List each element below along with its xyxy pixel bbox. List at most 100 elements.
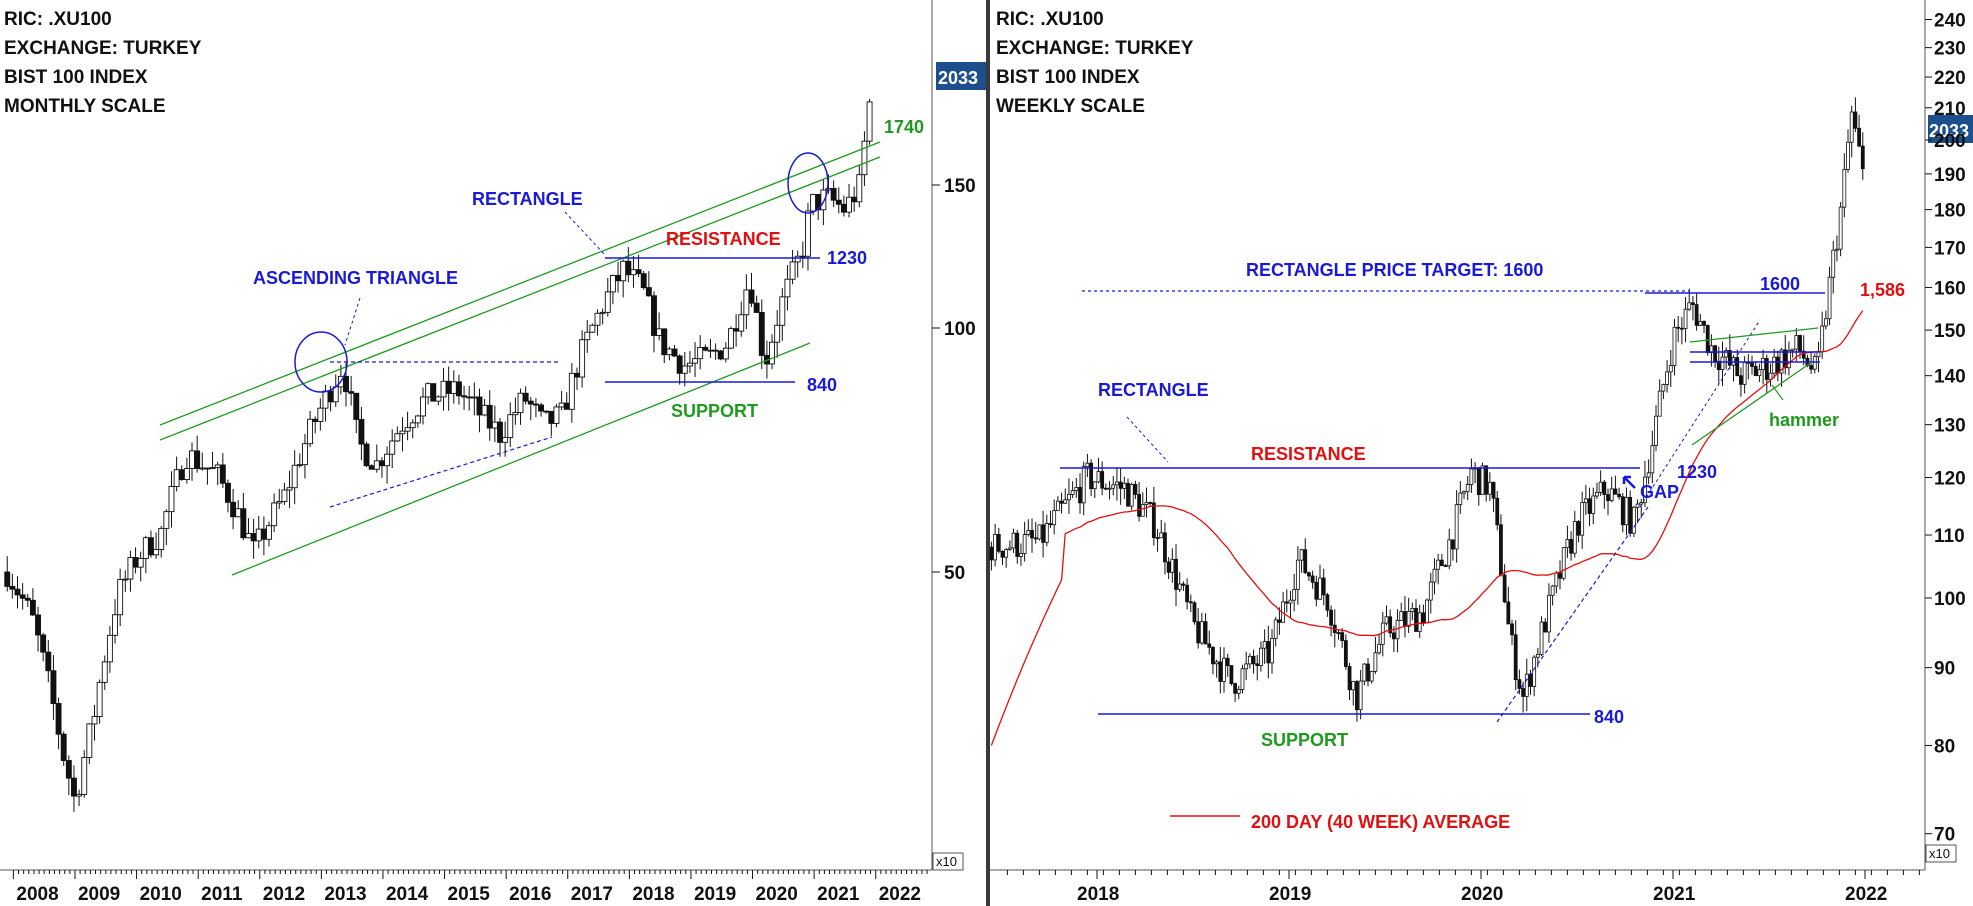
right-subtitle-1: EXCHANGE: TURKEY bbox=[996, 38, 1194, 59]
monthly-candle bbox=[805, 210, 811, 257]
weekly-candle bbox=[1517, 679, 1522, 689]
price-target-label: RECTANGLE PRICE TARGET: 1600 bbox=[1246, 260, 1543, 280]
weekly-candle bbox=[1089, 462, 1093, 490]
weekly-candle bbox=[1790, 348, 1795, 351]
monthly-candle bbox=[502, 437, 509, 443]
monthly-candle bbox=[55, 703, 62, 735]
gap-arrow-icon bbox=[1622, 475, 1636, 489]
monthly-candle bbox=[543, 410, 550, 413]
weekly-candle bbox=[1299, 549, 1304, 561]
rectangle-pointer-weekly bbox=[1126, 416, 1169, 463]
monthly-candle bbox=[76, 793, 83, 797]
monthly-candle bbox=[168, 486, 175, 513]
weekly-candle bbox=[1292, 589, 1297, 601]
monthly-candle bbox=[455, 381, 462, 397]
monthly-candle bbox=[651, 295, 657, 336]
left-title: RIC: .XU100 bbox=[4, 9, 112, 30]
monthly-candle bbox=[291, 464, 298, 489]
monthly-candle bbox=[769, 341, 775, 365]
y-tick-50: 50 bbox=[944, 563, 965, 584]
weekly-candle bbox=[1244, 663, 1249, 670]
level-1740-label: 1740 bbox=[884, 117, 924, 137]
weekly-candle bbox=[1369, 670, 1374, 682]
y-tick-90: 90 bbox=[1934, 659, 1955, 680]
weekly-candle bbox=[1469, 468, 1474, 485]
panel-divider bbox=[986, 0, 990, 906]
weekly-candle bbox=[1665, 371, 1669, 385]
monthly-candle bbox=[579, 339, 586, 378]
monthly-candle bbox=[615, 275, 622, 282]
monthly-candle bbox=[9, 585, 16, 590]
weekly-candle bbox=[1764, 358, 1769, 380]
monthly-candle bbox=[830, 187, 837, 201]
monthly-candle bbox=[681, 365, 688, 374]
weekly-candle bbox=[1613, 488, 1618, 495]
monthly-candle bbox=[14, 588, 21, 596]
monthly-candle bbox=[810, 193, 817, 212]
monthly-candle bbox=[250, 533, 257, 542]
weekly-candle bbox=[1580, 502, 1585, 536]
weekly-candle bbox=[1798, 335, 1802, 352]
weekly-candle bbox=[1842, 168, 1847, 208]
y-tick-240: 240 bbox=[1934, 11, 1966, 32]
weekly-candle bbox=[1691, 302, 1695, 305]
triangle-green-upper bbox=[1689, 327, 1819, 343]
monthly-candle bbox=[245, 533, 252, 539]
monthly-candle bbox=[435, 396, 442, 402]
weekly-candle bbox=[1373, 652, 1378, 672]
weekly-candle bbox=[1576, 521, 1581, 536]
monthly-candle bbox=[625, 260, 632, 276]
monthly-candle bbox=[137, 558, 144, 568]
weekly-candle bbox=[1340, 632, 1345, 642]
monthly-candle bbox=[332, 386, 339, 403]
monthly-candle bbox=[620, 260, 627, 282]
weekly-candle bbox=[1495, 497, 1500, 526]
weekly-candle bbox=[1030, 530, 1034, 539]
monthly-candle bbox=[481, 404, 488, 416]
right-subtitle-3: WEEKLY SCALE bbox=[996, 96, 1145, 117]
monthly-candle bbox=[343, 375, 349, 393]
monthly-candle bbox=[158, 527, 165, 550]
weekly-candle bbox=[1144, 502, 1149, 506]
y-tick-170: 170 bbox=[1934, 238, 1966, 259]
monthly-candle bbox=[106, 634, 113, 663]
monthly-candle bbox=[173, 469, 180, 488]
monthly-candle bbox=[281, 489, 288, 502]
weekly-candle bbox=[1702, 321, 1706, 326]
x-tick-2021: 2021 bbox=[817, 884, 860, 905]
monthly-candle bbox=[394, 433, 401, 442]
weekly-candle bbox=[1761, 358, 1765, 370]
weekly-candle bbox=[1259, 647, 1263, 667]
y-tick-100: 100 bbox=[1934, 589, 1966, 610]
monthly-candle bbox=[692, 358, 698, 364]
weekly-candle bbox=[1628, 496, 1633, 534]
weekly-candle bbox=[1617, 493, 1621, 498]
monthly-candle bbox=[722, 347, 729, 360]
gap-label: GAP bbox=[1640, 482, 1679, 502]
weekly-candle bbox=[1358, 680, 1363, 711]
weekly-candle bbox=[1015, 532, 1020, 557]
weekly-candle bbox=[1465, 484, 1470, 493]
monthly-candle bbox=[666, 348, 673, 356]
weekly-candle bbox=[1251, 655, 1256, 665]
weekly-candle bbox=[1211, 646, 1215, 665]
monthly-candle bbox=[163, 511, 170, 529]
monthly-candle bbox=[635, 269, 642, 275]
weekly-candle bbox=[1809, 365, 1813, 370]
weekly-candle bbox=[1672, 326, 1677, 367]
monthly-candle bbox=[820, 189, 827, 211]
weekly-candle bbox=[1222, 657, 1226, 682]
weekly-candle bbox=[1140, 504, 1145, 517]
weekly-candle bbox=[1351, 681, 1356, 691]
breakout-circle-2021 bbox=[787, 152, 829, 214]
monthly-candle bbox=[86, 723, 93, 758]
channel-upper-line-2 bbox=[159, 156, 881, 441]
monthly-candle bbox=[240, 508, 247, 539]
weekly-candle bbox=[1266, 641, 1271, 664]
x-tick-2016: 2016 bbox=[509, 884, 551, 905]
weekly-candle bbox=[1831, 249, 1836, 278]
weekly-candle bbox=[1236, 689, 1241, 694]
weekly-candle bbox=[1355, 681, 1359, 711]
x-tick-2017: 2017 bbox=[571, 884, 613, 905]
weekly-candle bbox=[1233, 683, 1237, 694]
